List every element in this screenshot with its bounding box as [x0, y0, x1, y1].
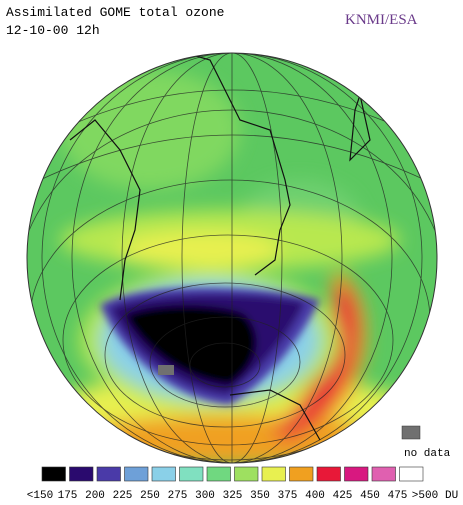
globe [17, 50, 447, 470]
legend-swatch [345, 467, 369, 481]
legend-swatch [262, 467, 286, 481]
legend-label: 325 [223, 490, 243, 502]
credit: KNMI/ESA [345, 12, 418, 28]
title: Assimilated GOME total ozone [6, 5, 224, 20]
legend-label: 475 [388, 490, 408, 502]
legend-swatch [290, 467, 314, 481]
legend-swatch [180, 467, 204, 481]
legend-label: 450 [360, 490, 380, 502]
legend-swatch [97, 467, 121, 481]
legend-swatch [125, 467, 149, 481]
legend-label: 225 [113, 490, 133, 502]
legend-swatch [317, 467, 341, 481]
legend-swatch [400, 467, 424, 481]
no-data-label: no data [404, 448, 451, 460]
legend-swatch [152, 467, 176, 481]
legend-swatch [235, 467, 259, 481]
legend-swatch [42, 467, 66, 481]
legend-swatch [372, 467, 396, 481]
legend-label: 175 [58, 490, 78, 502]
date: 12-10-00 12h [6, 23, 100, 38]
legend-unit: DU [445, 490, 458, 502]
legend-label: >500 [412, 490, 438, 502]
legend-label: 400 [305, 490, 325, 502]
legend-label: 200 [85, 490, 105, 502]
legend-label: 250 [140, 490, 160, 502]
legend-label: 375 [278, 490, 298, 502]
legend-label: 300 [195, 490, 215, 502]
no-data-swatch [402, 426, 420, 439]
legend-label: 425 [333, 490, 353, 502]
legend-label: <150 [27, 490, 53, 502]
legend: <150 175 200 225 250 275 300 325 350 375 400 425 450… [27, 467, 458, 502]
ozone-map: Assimilated GOME total ozone 12-10-00 12… [0, 0, 463, 505]
legend-swatch [207, 467, 231, 481]
legend-label: 350 [250, 490, 270, 502]
legend-swatch [70, 467, 94, 481]
legend-label: 275 [168, 490, 188, 502]
